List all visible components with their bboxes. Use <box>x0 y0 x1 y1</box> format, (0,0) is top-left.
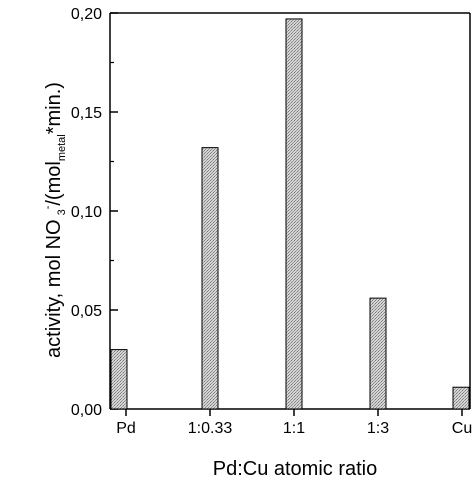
y-axis-title: activity, mol NO 3-/(molmetal*min.) <box>42 82 68 358</box>
y-axis-title-sub-3: 3 <box>56 209 68 215</box>
bar-1-0-33 <box>201 147 219 410</box>
y-axis-title-sup-minus: - <box>42 205 54 209</box>
y-axis-ticks: 0,00 0,05 0,10 0,15 0,20 <box>71 6 118 419</box>
y-axis-title-sub-metal: metal <box>56 134 68 161</box>
bar-1-1 <box>285 18 303 410</box>
x-axis-ticks: Pd 1:0.33 1:1 1:3 Cu <box>116 409 472 437</box>
x-tick-label: Pd <box>116 420 136 437</box>
x-tick-label: 1:1 <box>283 420 305 437</box>
x-tick-label: 1:0.33 <box>188 420 233 437</box>
y-axis-title-suffix: *min.) <box>43 82 65 134</box>
bar-1-3 <box>369 297 387 410</box>
y-tick-label: 0,05 <box>71 303 102 320</box>
bar-cu <box>452 386 470 410</box>
x-tick-label: 1:3 <box>367 420 389 437</box>
x-tick-label: Cu <box>452 420 472 437</box>
y-tick-label: 0,20 <box>71 6 102 23</box>
y-tick-label: 0,15 <box>71 105 102 122</box>
y-tick-label: 0,00 <box>71 402 102 419</box>
y-axis-title-mid: /(mol <box>43 161 65 205</box>
bars <box>110 18 470 410</box>
x-axis-title: Pd:Cu atomic ratio <box>213 458 378 480</box>
bar-pd <box>110 349 128 410</box>
y-tick-label: 0,10 <box>71 204 102 221</box>
y-axis-title-prefix: activity, mol NO <box>43 219 65 358</box>
